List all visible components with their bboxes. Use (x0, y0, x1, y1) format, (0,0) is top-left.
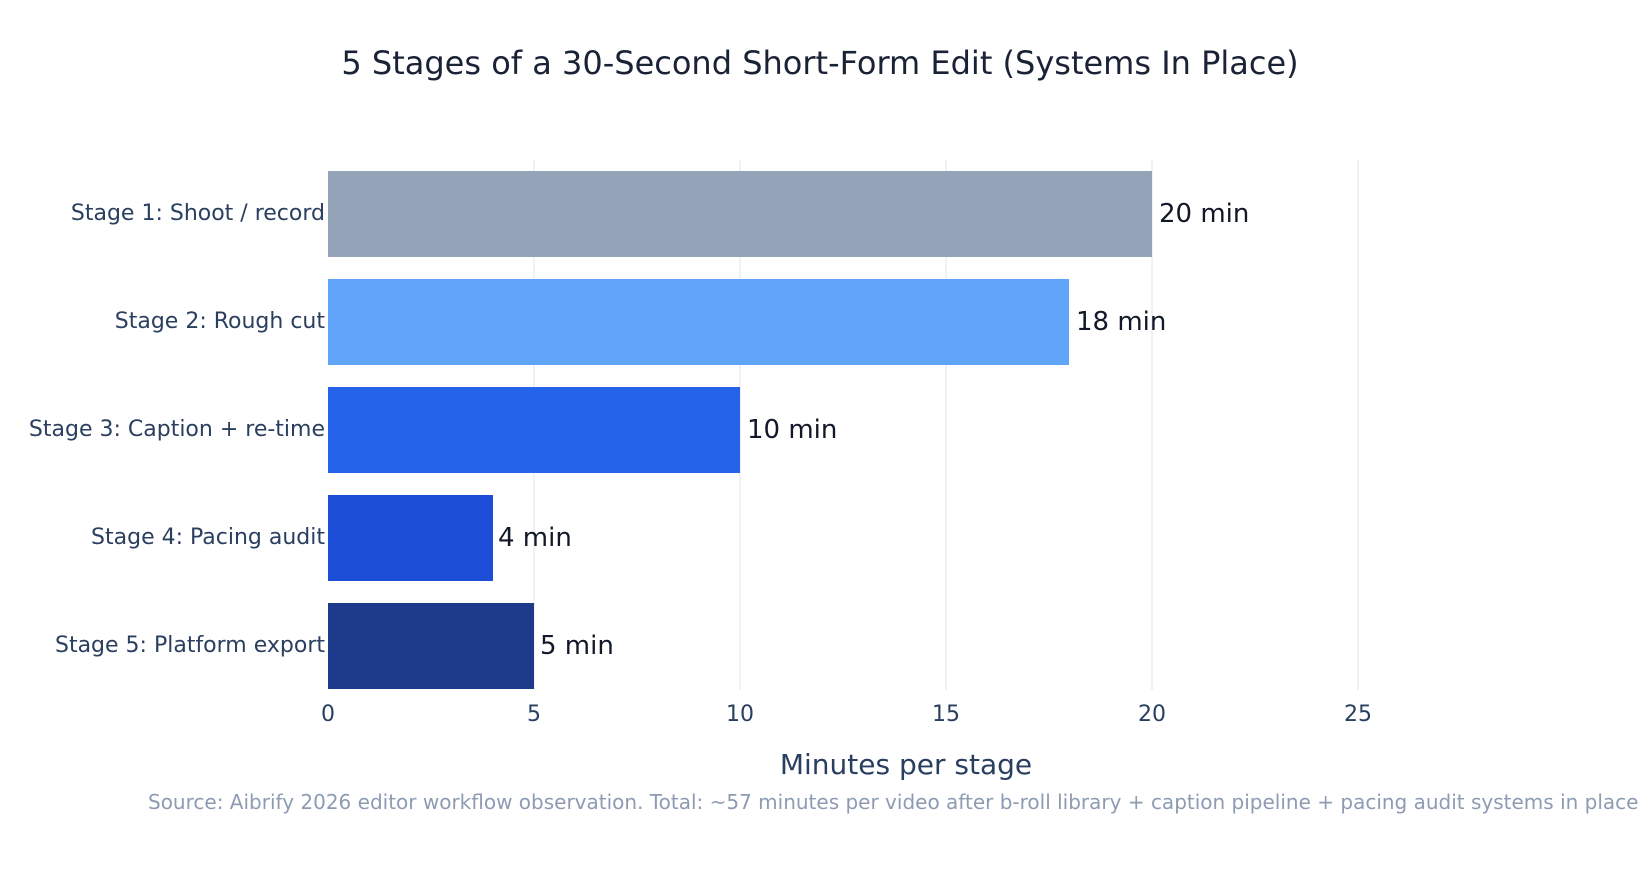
bar-stage-5[interactable] (328, 603, 534, 689)
chart-title: 5 Stages of a 30-Second Short-Form Edit … (341, 44, 1299, 82)
gridline-10 (739, 160, 741, 690)
gridline-20 (1151, 160, 1153, 690)
x-tick-label: 25 (1344, 702, 1372, 727)
gridline-15 (945, 160, 947, 690)
bar-value-label: 4 min (498, 523, 572, 553)
bar-stage-2[interactable] (328, 279, 1069, 365)
bar-value-label: 20 min (1159, 199, 1250, 229)
bar-value-label: 10 min (747, 415, 838, 445)
bar-stage-4[interactable] (328, 495, 493, 581)
x-tick-label: 5 (527, 702, 541, 727)
category-label: Stage 3: Caption + re-time (28, 417, 325, 442)
x-tick-label: 10 (726, 702, 754, 727)
category-label: Stage 4: Pacing audit (91, 525, 325, 550)
x-tick-label: 20 (1138, 702, 1166, 727)
source-annotation: Source: Aibrify 2026 editor workflow obs… (148, 790, 1640, 814)
x-axis-title: Minutes per stage (779, 748, 1033, 781)
bar-value-label: 18 min (1076, 307, 1167, 337)
x-tick-label: 0 (321, 702, 335, 727)
gridline-25 (1357, 160, 1359, 690)
bar-value-label: 5 min (540, 631, 614, 661)
category-label: Stage 1: Shoot / record (70, 201, 325, 226)
bar-stage-3[interactable] (328, 387, 740, 473)
category-label: Stage 5: Platform export (54, 633, 325, 658)
category-label: Stage 2: Rough cut (114, 309, 325, 334)
plot-area: 20 min Stage 1: Shoot / record 18 min St… (29, 160, 1640, 690)
bar-stage-1[interactable] (328, 171, 1152, 257)
x-tick-label: 15 (932, 702, 960, 727)
